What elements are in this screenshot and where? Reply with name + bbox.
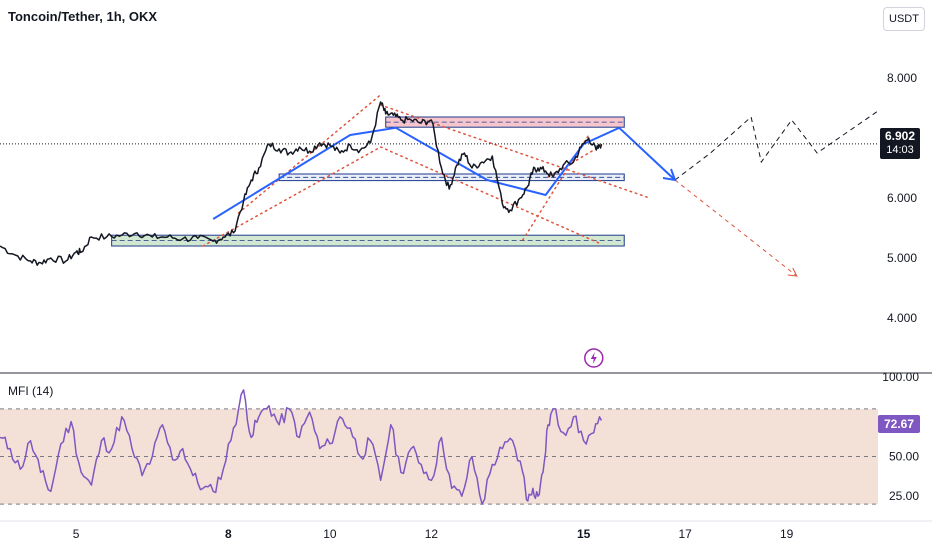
last-price-value: 6.902 xyxy=(884,129,916,143)
rising-channel-lower xyxy=(202,146,382,247)
x-tick-label-17: 17 xyxy=(678,527,692,541)
x-tick-label-5: 5 xyxy=(73,527,80,541)
y-tick-label-8.000: 8.000 xyxy=(887,71,917,85)
mfi-tick-label-50.00: 50.00 xyxy=(889,450,919,464)
projection-path xyxy=(212,126,676,220)
falling-channel-upper xyxy=(379,104,651,199)
x-tick-label-12: 12 xyxy=(425,527,439,541)
y-tick-label-6.000: 6.000 xyxy=(887,191,917,205)
x-tick-label-10: 10 xyxy=(323,527,337,541)
projection-down-arrowhead xyxy=(787,267,798,277)
last-price-badge: 6.902 14:03 xyxy=(880,128,920,159)
currency-selector[interactable]: USDT xyxy=(883,7,925,31)
falling-channel-lower xyxy=(379,146,600,244)
y-tick-label-4.000: 4.000 xyxy=(887,311,917,325)
mfi-tick-label-100.00: 100.00 xyxy=(882,370,919,384)
mfi-tick-label-25.00: 25.00 xyxy=(889,489,919,503)
chart-title: Toncoin/Tether, 1h, OKX xyxy=(8,9,158,24)
y-tick-label-5.000: 5.000 xyxy=(887,251,917,265)
x-tick-label-19: 19 xyxy=(780,527,794,541)
mfi-line xyxy=(0,389,603,505)
indicator-title: MFI (14) xyxy=(8,384,54,398)
x-tick-label-15: 15 xyxy=(577,527,591,541)
projection-up-dashed xyxy=(674,110,879,181)
rebound-channel xyxy=(521,134,590,241)
projection-arrowhead xyxy=(662,168,677,182)
rising-channel-upper xyxy=(237,94,382,214)
lightning-icon xyxy=(590,352,597,364)
x-tick-label-8: 8 xyxy=(225,527,232,541)
bar-countdown: 14:03 xyxy=(886,144,914,156)
mfi-value-badge: 72.67 xyxy=(878,415,920,433)
projection-down-dashed xyxy=(674,179,798,277)
price-line xyxy=(0,101,603,266)
